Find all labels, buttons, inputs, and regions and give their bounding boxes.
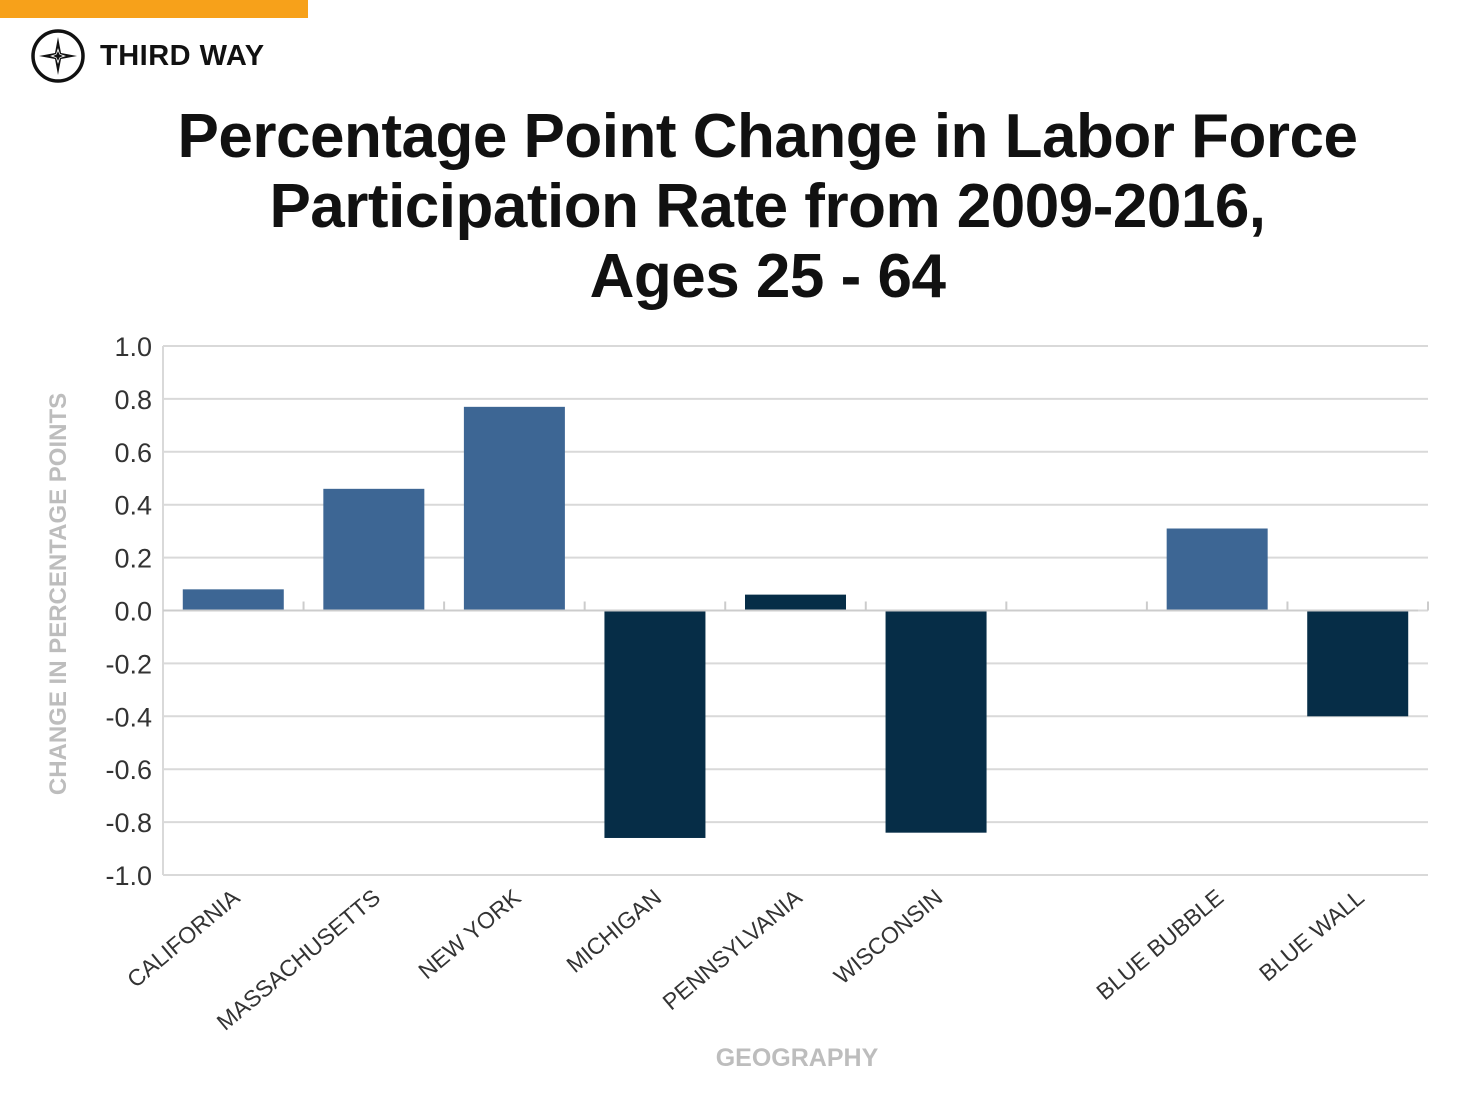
- chart-title: Percentage Point Change in Labor Force P…: [60, 102, 1475, 312]
- bar: [182, 589, 284, 611]
- y-axis-title: CHANGE IN PERCENTAGE POINTS: [45, 393, 72, 795]
- x-tick-label: NEW YORK: [413, 883, 526, 984]
- y-tick-label: -0.2: [105, 649, 152, 679]
- bar: [885, 610, 987, 833]
- bar: [323, 488, 425, 611]
- y-tick-label: 0.6: [114, 438, 152, 468]
- chart-title-line: Ages 25 - 64: [589, 242, 946, 311]
- x-tick-label: BLUE BUBBLE: [1091, 884, 1228, 1005]
- y-tick-label: -0.4: [105, 702, 152, 732]
- brand-logo: THIRD WAY: [30, 28, 265, 84]
- y-tick-label: -0.8: [105, 808, 152, 838]
- y-tick-label: 0.4: [114, 491, 152, 521]
- x-tick-label: WISCONSIN: [829, 884, 948, 989]
- accent-bar: [0, 0, 308, 18]
- brand-name: THIRD WAY: [100, 39, 265, 72]
- x-tick-label: CALIFORNIA: [122, 883, 245, 992]
- x-tick-label: PENNSYLVANIA: [657, 883, 807, 1015]
- bar: [1307, 610, 1409, 717]
- y-tick-label: 0.2: [114, 544, 152, 574]
- bar: [1166, 528, 1268, 611]
- x-tick-label: BLUE WALL: [1254, 884, 1369, 986]
- chart-title-line: Percentage Point Change in Labor Force: [177, 102, 1358, 171]
- bar: [745, 594, 846, 611]
- bar: [463, 406, 565, 611]
- y-tick-label: 0.8: [114, 385, 152, 415]
- y-tick-label: 0.0: [114, 597, 152, 627]
- x-tick-label: MICHIGAN: [561, 884, 666, 978]
- compass-star-icon: [31, 29, 85, 83]
- y-tick-label: -1.0: [105, 861, 152, 891]
- bar: [604, 610, 706, 838]
- y-tick-label: -0.6: [105, 755, 152, 785]
- y-tick-label: 1.0: [114, 332, 152, 362]
- chart-title-line: Participation Rate from 2009-2016,: [269, 172, 1266, 241]
- x-axis-title: GEOGRAPHY: [716, 1044, 879, 1072]
